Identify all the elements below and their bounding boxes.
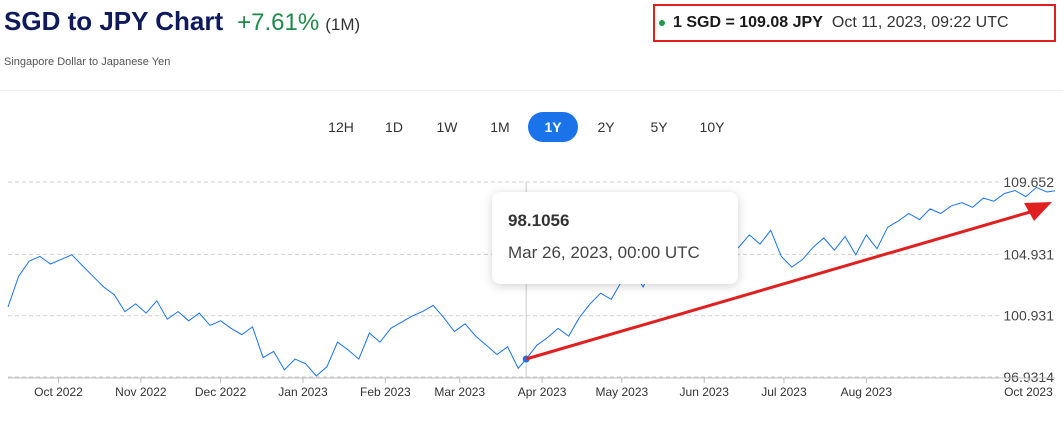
tooltip-date: Mar 26, 2023, 00:00 UTC	[508, 243, 700, 262]
exchange-rate-chart: 109.652 104.931 100.931 96.9314 Oct 2022 Nov …	[7, 174, 1056, 399]
title-row: SGD to JPY Chart +7.61% (1M)	[4, 6, 360, 37]
range-button-1w[interactable]: 1W	[436, 119, 458, 135]
chart-tooltip: 98.1056 Mar 26, 2023, 00:00 UTC	[492, 192, 738, 284]
change-period: (1M)	[325, 15, 361, 34]
current-rate-box: 1 SGD = 109.08 JPY Oct 11, 2023, 09:22 U…	[653, 4, 1056, 42]
x-tick-label: Aug 2023	[841, 385, 893, 399]
x-tick-label: Apr 2023	[518, 385, 567, 399]
x-tick-label: Mar 2023	[434, 385, 485, 399]
y-tick-label: 96.9314	[1003, 369, 1054, 385]
header-divider	[0, 90, 1063, 91]
x-tick-label: Nov 2022	[115, 385, 167, 399]
current-rate: 1 SGD = 109.08 JPY	[673, 14, 823, 31]
y-tick-label: 109.652	[1003, 174, 1054, 190]
tooltip-value: 98.1056	[508, 211, 570, 230]
range-button-1y[interactable]: 1Y	[528, 112, 578, 142]
y-tick-label: 104.931	[1003, 246, 1054, 262]
x-tick-label: Jan 2023	[278, 385, 328, 399]
x-tick-label: Dec 2022	[195, 385, 247, 399]
x-tick-label: Feb 2023	[360, 385, 411, 399]
x-tick-label: Oct 2022	[34, 385, 83, 399]
live-dot-icon	[659, 20, 665, 26]
page-title: SGD to JPY Chart	[4, 6, 224, 36]
annotation-arrow-shaft	[525, 210, 1031, 361]
range-button-12h[interactable]: 12H	[328, 119, 354, 135]
page-subtitle: Singapore Dollar to Japanese Yen	[4, 56, 171, 68]
x-tick-label: Jun 2023	[680, 385, 730, 399]
range-button-1d[interactable]: 1D	[385, 119, 403, 135]
range-button-2y[interactable]: 2Y	[597, 119, 615, 135]
change-percent: +7.61%	[237, 9, 320, 36]
annotation-arrow-head	[1024, 202, 1052, 221]
y-tick-label: 100.931	[1003, 308, 1054, 324]
x-tick-label: Jul 2023	[761, 385, 807, 399]
rate-timestamp: Oct 11, 2023, 09:22 UTC	[831, 14, 1009, 31]
series-line	[7, 186, 1056, 377]
range-button-10y[interactable]: 10Y	[699, 119, 725, 135]
range-button-1m[interactable]: 1M	[490, 119, 510, 135]
x-tick-label: Oct 2023	[1004, 385, 1053, 399]
time-range-selector: 12H 1D 1W 1M 1Y 2Y 5Y 10Y	[316, 112, 740, 142]
range-button-5y[interactable]: 5Y	[650, 119, 668, 135]
x-tick-label: May 2023	[595, 385, 648, 399]
